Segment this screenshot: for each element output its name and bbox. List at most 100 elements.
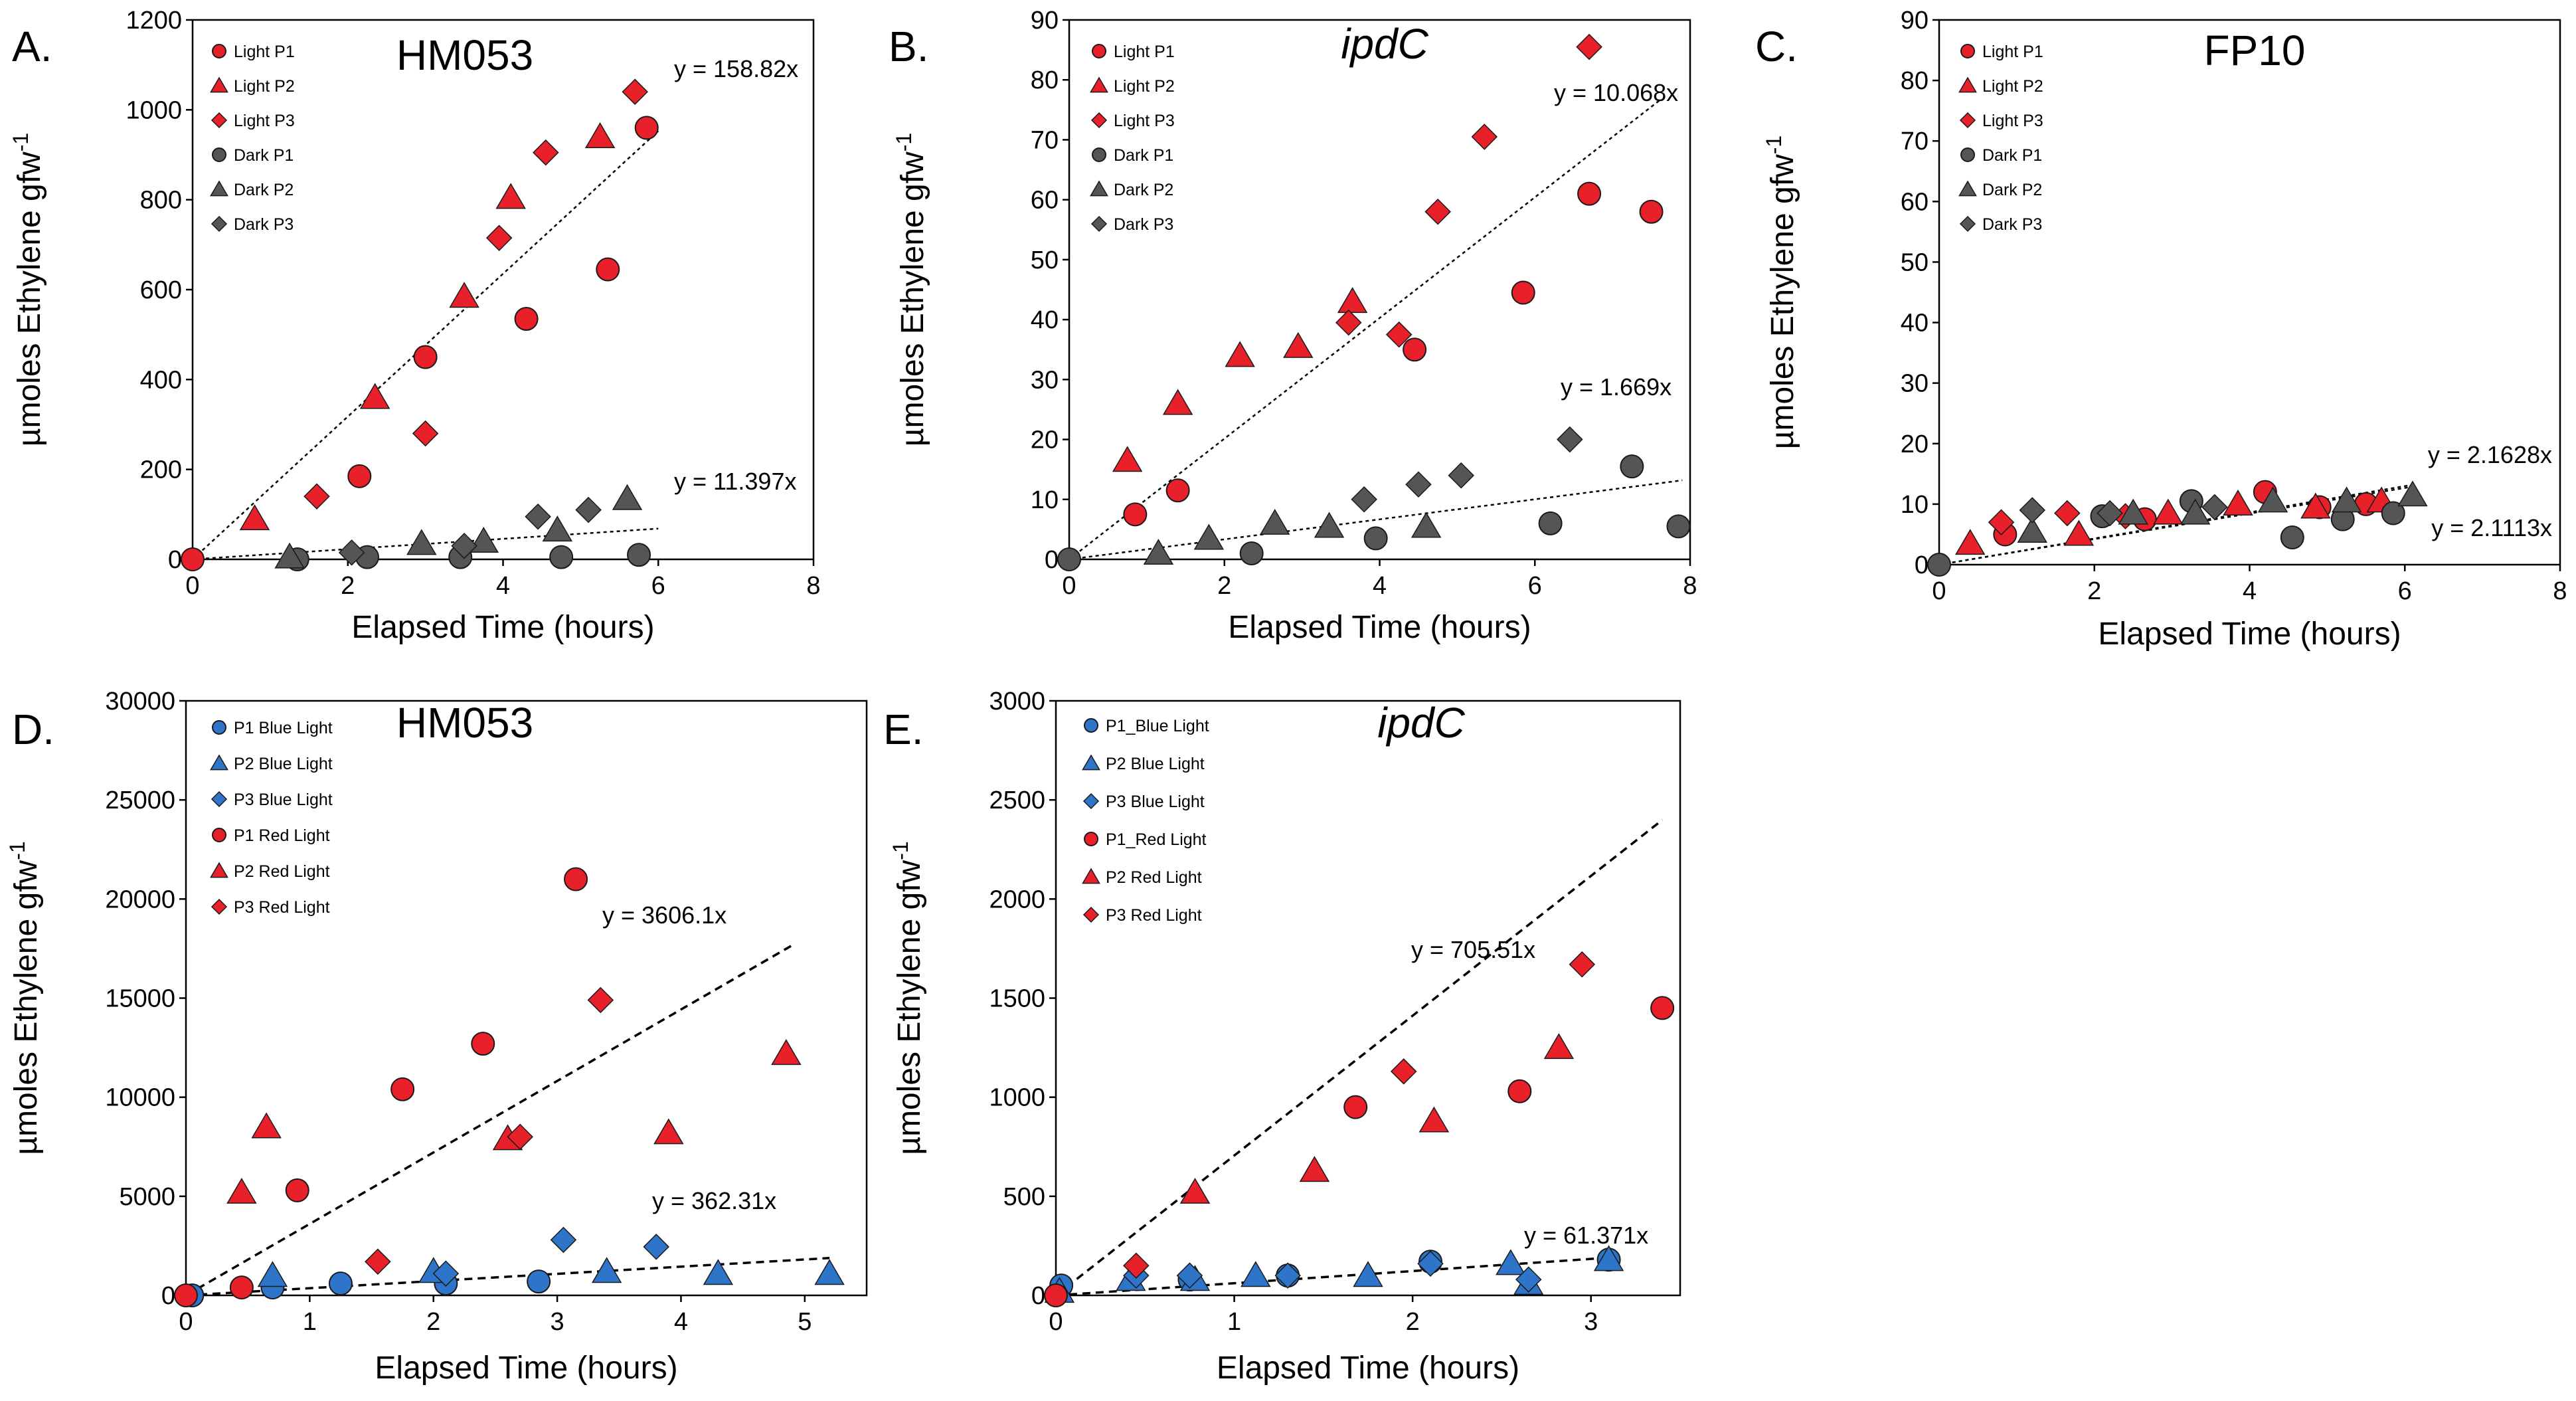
legend-marker: [1960, 147, 1975, 162]
data-point: [406, 529, 437, 555]
y-tick-label: 80: [1901, 67, 1929, 95]
legend-label: P1 Blue Light: [234, 719, 333, 737]
x-axis-title: Elapsed Time (hours): [1217, 1351, 1519, 1386]
legend-label: P3 Red Light: [1106, 906, 1202, 925]
y-axis-title: µmoles Ethylene gfw-1: [1762, 136, 1800, 449]
series-p2-red-light: [226, 1039, 802, 1204]
data-point: [550, 1226, 577, 1254]
data-point: [226, 1177, 257, 1204]
legend-marker: [210, 180, 228, 197]
data-point: [2180, 498, 2211, 525]
legend: P1 Blue Light P2 Blue Light P3 Blue Light P…: [210, 719, 333, 917]
x-tick-label: 3: [1584, 1308, 1598, 1336]
trendline-equation: y = 3606.1x: [602, 901, 727, 929]
data-point: [1335, 309, 1362, 336]
data-point: [451, 532, 477, 559]
data-point: [1543, 1033, 1575, 1060]
data-point: [653, 1118, 684, 1145]
chart-panel-d: 0 5000 10000 15000 20000 25000 30000 0 1 2 3 4 5 Elap…: [5, 688, 868, 1386]
y-tick-label: 0: [168, 546, 182, 574]
x-tick-label: 2: [2087, 577, 2101, 605]
legend-label: Light P3: [1982, 112, 2043, 130]
y-tick-label: 60: [1901, 188, 1929, 216]
trendline-equation: y = 61.371x: [1524, 1222, 1648, 1249]
data-point: [575, 496, 602, 523]
x-tick-label: 1: [1227, 1308, 1241, 1336]
plot-frame: [1055, 700, 1681, 1297]
y-axis-title: µmoles Ethylene gfw-1: [9, 133, 47, 446]
y-tick-label: 30: [1031, 366, 1059, 394]
data-point: [1283, 331, 1314, 358]
data-point: [634, 116, 659, 140]
series-dark-p3: [1351, 426, 1583, 513]
series-dark-p2: [2017, 480, 2428, 543]
series-light-p2: [1112, 287, 1368, 472]
trendline-equation: y = 158.82x: [674, 55, 798, 82]
panel-title: FP10: [2204, 27, 2306, 74]
data-point: [1448, 462, 1474, 489]
trendline: [1938, 486, 2413, 566]
legend-marker: [1958, 76, 1977, 93]
y-tick-label: 2500: [989, 787, 1045, 814]
data-point: [1639, 199, 1664, 224]
y-tick-label: 20: [1901, 430, 1929, 458]
legend-label: Dark P3: [234, 215, 294, 234]
legend-label: Dark P1: [1114, 146, 1173, 165]
y-tick-label: 20000: [105, 886, 175, 913]
data-point: [1363, 526, 1388, 551]
y-tick-label: 600: [140, 276, 182, 304]
data-point: [1143, 539, 1174, 565]
legend-marker: [211, 112, 228, 129]
data-point: [2063, 519, 2095, 546]
x-tick-label: 2: [1217, 572, 1231, 600]
data-point: [347, 464, 372, 488]
legend-marker: [1090, 215, 1108, 233]
data-point: [2054, 500, 2081, 527]
data-point: [285, 1178, 309, 1202]
series-p3-blue-light: [432, 1226, 669, 1287]
legend-marker: [212, 828, 226, 842]
legend-label: P1 Red Light: [234, 826, 330, 845]
data-point: [1593, 1245, 1624, 1271]
data-point: [328, 1271, 353, 1296]
y-tick-label: 800: [140, 187, 182, 215]
legend-marker: [1082, 868, 1100, 884]
x-tick-label: 8: [2553, 577, 2567, 605]
data-point: [1515, 1266, 1542, 1293]
legend-label: Light P1: [1982, 43, 2043, 61]
legend-label: P2 Red Light: [234, 862, 330, 881]
trendline: [1069, 100, 1660, 560]
data-point: [2017, 517, 2047, 543]
data-point: [303, 483, 330, 510]
data-point: [1666, 514, 1691, 539]
y-tick-label: 40: [1901, 310, 1929, 337]
series-dark-p1: [1057, 454, 1691, 571]
data-point: [1193, 523, 1225, 550]
data-point: [527, 1269, 551, 1294]
y-tick-label: 40: [1031, 306, 1059, 334]
panel-letter: A.: [12, 23, 52, 70]
legend-marker: [1082, 754, 1100, 771]
series-light-p2: [239, 122, 616, 531]
data-point: [1557, 426, 1583, 453]
data-point: [1162, 389, 1193, 415]
data-point: [2257, 486, 2288, 513]
x-tick-label: 2: [1406, 1308, 1420, 1336]
panel-title: ipdC: [1377, 699, 1465, 747]
series-light-p1: [1123, 181, 1664, 527]
trendline-equation: y = 10.068x: [1554, 79, 1678, 106]
data-point: [2381, 501, 2405, 525]
data-point: [365, 1248, 391, 1275]
legend-label: Light P3: [234, 112, 295, 130]
data-point: [485, 225, 513, 251]
trendline: [192, 130, 659, 560]
legend-marker: [211, 215, 228, 233]
legend-label: Light P2: [1982, 77, 2043, 96]
legend-marker: [1082, 793, 1100, 810]
data-point: [229, 1275, 254, 1300]
data-point: [239, 504, 270, 531]
data-point: [622, 78, 648, 106]
chart-panel-c: 0 10 20 30 40 50 60 70 80 90 0 2 4 6 8 Elapsed Time (ho…: [1755, 7, 2567, 652]
legend: Light P1 Light P2 Light P3 Dark P1 Dark P2 Da…: [210, 43, 295, 234]
